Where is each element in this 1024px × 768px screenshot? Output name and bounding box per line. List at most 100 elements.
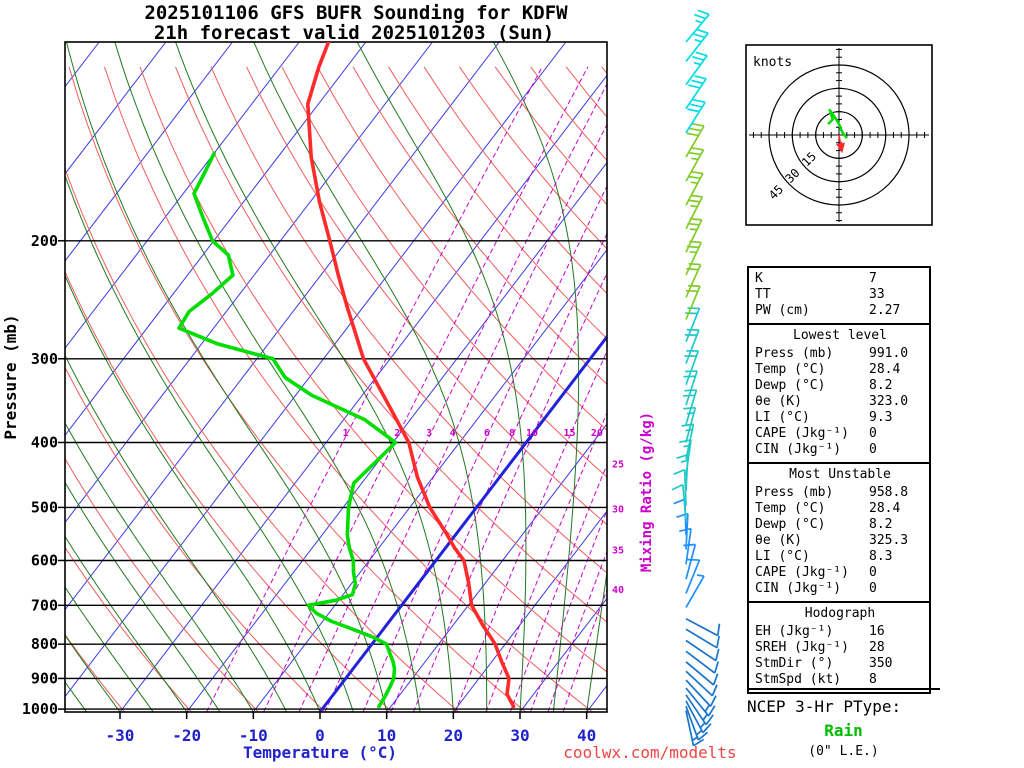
stat-value: 325.3 (869, 533, 909, 548)
wind-barb-column (671, 9, 721, 747)
wind-barb (685, 705, 709, 741)
title-line2: 21h forecast valid 2025101203 (Sun) (154, 22, 554, 44)
stats-panel: K 7 TT 33 PW (cm) 2.27 Lowest level Press (mb) 9… (747, 266, 931, 694)
wind-barb (685, 694, 714, 726)
stats-section: Most Unstable Press (mb) 958.8 Temp (°C) 28.… (747, 462, 931, 603)
svg-text:900: 900 (31, 669, 58, 687)
stat-row: StmDir (°) 350 (755, 656, 925, 672)
svg-text:15: 15 (563, 428, 575, 439)
stat-row: Dewp (°C) 8.2 (755, 378, 925, 394)
svg-text:600: 600 (31, 551, 58, 569)
stat-value: 8 (869, 672, 877, 687)
svg-text:10: 10 (526, 428, 538, 439)
stat-row: PW (cm) 2.27 (755, 303, 925, 319)
section-header: Hodograph (804, 606, 876, 621)
stat-label: PW (cm) (755, 303, 810, 318)
svg-text:30: 30 (612, 505, 624, 516)
pressure-axis-label: Pressure (mb) (1, 314, 20, 439)
stat-value: 8.3 (869, 549, 893, 564)
svg-text:20: 20 (444, 726, 463, 745)
stat-value: 0 (869, 426, 877, 441)
ptype-liquid-equivalent: (0" L.E.) (808, 744, 879, 759)
stats-section: Hodograph EH (Jkg⁻¹) 16 SREH (Jkg⁻¹) 28 StmDi… (747, 601, 931, 694)
stat-row: CIN (Jkg⁻¹) 0 (755, 442, 925, 458)
wind-barb (685, 9, 710, 43)
ptype-value: Rain (824, 721, 863, 740)
wind-barb (685, 687, 716, 717)
title-line1: 2025101106 GFS BUFR Sounding for KDFW (144, 2, 568, 24)
stat-row: Temp (°C) 28.4 (755, 501, 925, 517)
wind-barb (685, 307, 701, 343)
stat-value: 2.27 (869, 303, 901, 318)
stat-label: LI (°C) (755, 410, 810, 425)
wind-barb (685, 639, 720, 662)
svg-text:8: 8 (509, 428, 515, 439)
stat-row: SREH (Jkg⁻¹) 28 (755, 640, 925, 656)
svg-text:30: 30 (510, 726, 529, 745)
stat-label: CIN (Jkg⁻¹) (755, 581, 842, 596)
stat-value: 7 (869, 271, 877, 286)
wind-barb (685, 122, 705, 158)
svg-text:1: 1 (343, 428, 349, 439)
svg-text:10: 10 (377, 726, 396, 745)
stat-value: 0 (869, 442, 877, 457)
svg-text:25: 25 (612, 460, 624, 471)
stat-label: TT (755, 287, 771, 302)
svg-text:6: 6 (484, 428, 490, 439)
stat-value: 350 (869, 656, 893, 671)
svg-text:20: 20 (591, 428, 603, 439)
stat-row: LI (°C) 8.3 (755, 549, 925, 565)
wind-barb (685, 28, 709, 63)
stat-label: Temp (°C) (755, 362, 826, 377)
stat-label: LI (°C) (755, 549, 810, 564)
stat-value: 28.4 (869, 362, 901, 377)
stat-row: Press (mb) 958.8 (755, 485, 925, 501)
stat-row: CAPE (Jkg⁻¹) 0 (755, 565, 925, 581)
hodograph-units-label: knots (753, 55, 792, 70)
stat-row: Dewp (°C) 8.2 (755, 517, 925, 533)
stat-label: Press (mb) (755, 346, 834, 361)
stat-row: CIN (Jkg⁻¹) 0 (755, 581, 925, 597)
stat-value: 323.0 (869, 394, 909, 409)
svg-text:-30: -30 (106, 726, 135, 745)
stat-row: θe (K) 323.0 (755, 394, 925, 410)
stat-value: 28.4 (869, 501, 901, 516)
svg-text:3: 3 (426, 428, 432, 439)
wind-barb (683, 406, 697, 443)
skewt-background-lines (65, 42, 607, 712)
svg-text:4: 4 (450, 428, 456, 439)
stat-row: Press (mb) 991.0 (755, 346, 925, 362)
stat-label: CAPE (Jkg⁻¹) (755, 426, 849, 441)
svg-text:-20: -20 (172, 726, 201, 745)
svg-text:40: 40 (577, 726, 596, 745)
svg-text:700: 700 (31, 596, 58, 614)
svg-text:200: 200 (31, 232, 58, 250)
section-header: Lowest level (793, 328, 887, 343)
wind-barb (685, 574, 705, 608)
stat-label: CIN (Jkg⁻¹) (755, 442, 842, 457)
wind-barb (684, 350, 700, 386)
stat-value: 16 (869, 624, 885, 639)
stat-label: Dewp (°C) (755, 378, 826, 393)
wind-barb (685, 679, 717, 707)
stat-label: StmSpd (kt) (755, 672, 842, 687)
stat-label: StmDir (°) (755, 656, 834, 671)
stat-value: 28 (869, 640, 885, 655)
svg-text:-10: -10 (239, 726, 268, 745)
stat-value: 8.2 (869, 517, 893, 532)
svg-text:0: 0 (315, 726, 325, 745)
temperature-axis-label: Temperature (°C) (243, 743, 397, 762)
section-header: Most Unstable (789, 467, 891, 482)
wind-barb (685, 284, 701, 320)
wind-barb (685, 650, 720, 674)
stat-row: Temp (°C) 28.4 (755, 362, 925, 378)
stat-row: LI (°C) 9.3 (755, 410, 925, 426)
wind-barb (684, 328, 700, 364)
stat-label: Temp (°C) (755, 501, 826, 516)
stat-value: 9.3 (869, 410, 893, 425)
stat-row: TT 33 (755, 287, 925, 303)
svg-text:2: 2 (394, 428, 400, 439)
